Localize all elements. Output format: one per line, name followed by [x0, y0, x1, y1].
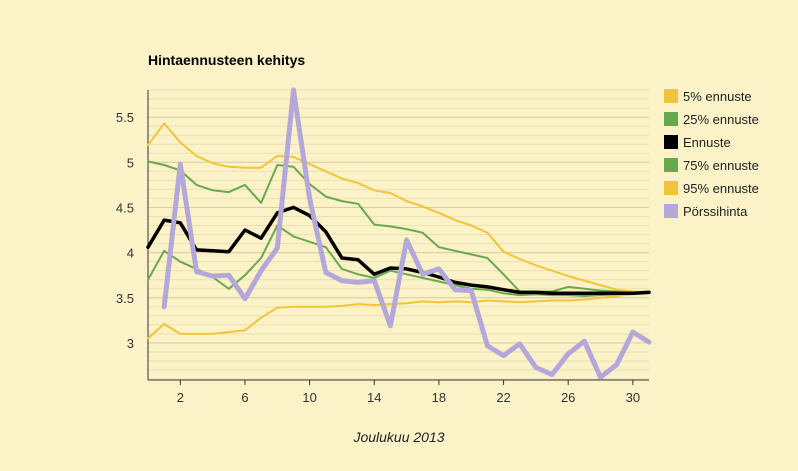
axes — [147, 90, 649, 385]
x-tick-label: 22 — [496, 390, 510, 405]
legend-item: 95% ennuste — [664, 181, 759, 196]
legend-label: Pörssihinta — [683, 204, 748, 219]
x-tick-label: 2 — [177, 390, 184, 405]
legend-swatch — [664, 158, 678, 172]
x-tick-label: 14 — [367, 390, 381, 405]
legend-label: 5% ennuste — [683, 89, 752, 104]
x-tick-label: 18 — [432, 390, 446, 405]
legend-swatch — [664, 112, 678, 126]
legend-label: 95% ennuste — [683, 181, 759, 196]
y-tick-label: 3.5 — [116, 291, 134, 306]
x-tick-label: 6 — [241, 390, 248, 405]
series-line-75-ennuste — [147, 160, 650, 294]
legend-swatch — [664, 204, 678, 218]
y-tick-label: 5 — [127, 155, 134, 170]
legend-label: 25% ennuste — [683, 112, 759, 127]
legend-label: Ennuste — [683, 135, 731, 150]
y-tick-label: 5.5 — [116, 110, 134, 125]
legend-item: 5% ennuste — [664, 89, 752, 104]
chart-title: Hintaennusteen kehitys — [148, 52, 305, 68]
legend-label: 75% ennuste — [683, 158, 759, 173]
x-tick-label: 30 — [626, 390, 640, 405]
legend-swatch — [664, 181, 678, 195]
x-tick-label: 10 — [302, 390, 316, 405]
y-tick-label: 4.5 — [116, 200, 134, 215]
x-axis-label: Joulukuu 2013 — [352, 429, 444, 445]
grid — [148, 89, 649, 380]
x-tick-label: 26 — [561, 390, 575, 405]
legend-swatch — [664, 89, 678, 103]
legend: 5% ennuste 25% ennuste Ennuste 75% ennuste 9… — [664, 89, 759, 219]
y-tick-label: 4 — [127, 246, 134, 261]
series-line-ennuste — [146, 205, 651, 296]
legend-item: 25% ennuste — [664, 112, 759, 127]
legend-swatch — [664, 135, 678, 149]
legend-item: Pörssihinta — [664, 204, 748, 219]
y-tick-label: 3 — [127, 336, 134, 351]
series-line-porssihinta — [161, 87, 652, 380]
series-lines — [146, 87, 652, 380]
series-line-95-ennuste — [147, 122, 650, 294]
legend-item: 75% ennuste — [664, 158, 759, 173]
legend-item: Ennuste — [664, 135, 731, 150]
series-line-5-ennuste — [147, 292, 650, 340]
